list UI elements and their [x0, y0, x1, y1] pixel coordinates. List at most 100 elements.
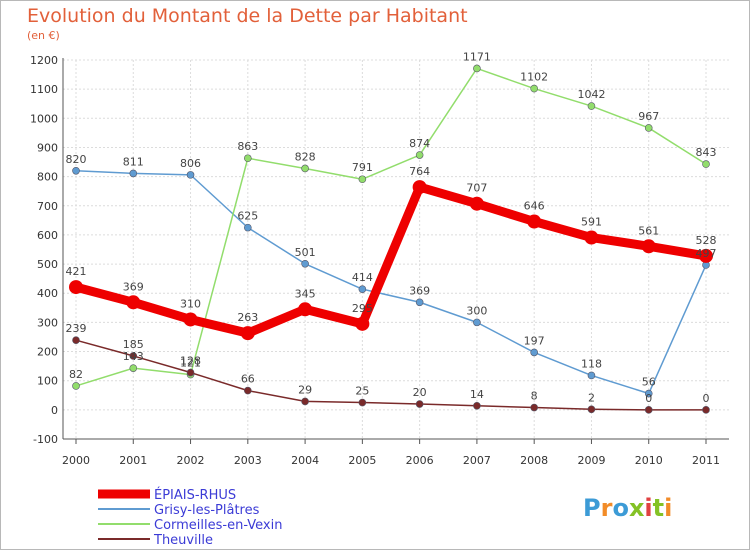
series-point: [183, 312, 198, 327]
series-point: [702, 406, 710, 414]
data-label: 295: [352, 302, 373, 315]
legend-label: Theuville: [153, 533, 213, 548]
series-point: [355, 316, 370, 331]
series-point: [72, 382, 80, 390]
series-point: [527, 214, 542, 229]
axis-layer: -100010020030040050060070080090010001100…: [30, 54, 729, 467]
data-label: 0: [645, 392, 652, 405]
data-label: 764: [409, 165, 430, 178]
data-label: 2: [588, 391, 595, 404]
y-tick-label: 1100: [30, 83, 58, 96]
data-label: 25: [355, 385, 369, 398]
series-point: [415, 298, 424, 307]
series-point: [129, 352, 138, 360]
data-label: 369: [409, 284, 430, 297]
logo-letter: i: [644, 494, 652, 522]
series-point: [126, 295, 141, 310]
series-point: [415, 151, 424, 159]
data-label: 806: [180, 157, 201, 170]
series-point: [644, 406, 653, 414]
series-point: [587, 371, 596, 380]
logo-letter: o: [612, 494, 629, 522]
y-tick-label: 1200: [30, 54, 58, 67]
series-line: [75, 170, 707, 395]
x-tick-label: 2002: [177, 454, 205, 467]
data-label: 646: [524, 200, 545, 213]
series-line: [74, 182, 707, 338]
data-label: 143: [123, 350, 144, 363]
series-point: [129, 169, 138, 178]
logo-letter: P: [583, 494, 601, 522]
logo-letter: t: [653, 494, 664, 522]
data-label: 20: [413, 386, 427, 399]
series-point: [699, 248, 713, 263]
chart-subtitle: (en €): [27, 29, 60, 42]
data-label: 791: [352, 161, 373, 174]
series-line: [75, 67, 707, 387]
series-point: [702, 160, 710, 168]
series-point: [412, 180, 427, 195]
data-label: 1102: [520, 71, 548, 84]
y-tick-label: 900: [37, 141, 58, 154]
series-point: [644, 124, 653, 132]
data-label: 0: [703, 392, 710, 405]
series-layer: [69, 64, 713, 414]
y-tick-label: 800: [37, 171, 58, 184]
legend-label: Grisy-les-Plâtres: [154, 503, 260, 518]
series-point: [641, 239, 656, 254]
data-label: 56: [642, 376, 656, 389]
y-tick-label: 0: [51, 404, 58, 417]
data-label: 707: [466, 182, 487, 195]
series-point: [301, 397, 309, 406]
data-label: 501: [295, 246, 316, 259]
series-1: [72, 166, 710, 398]
chart-title: Evolution du Montant de la Dette par Hab…: [27, 5, 468, 27]
series-point: [240, 326, 255, 341]
x-tick-label: 2000: [62, 454, 90, 467]
series-point: [244, 154, 252, 163]
series-point: [587, 405, 596, 414]
series-2: [72, 64, 710, 390]
series-point: [469, 196, 484, 211]
data-label: 29: [298, 383, 312, 396]
data-label: 8: [531, 390, 538, 403]
series-point: [358, 285, 367, 293]
series-point: [644, 389, 653, 398]
data-label: 591: [581, 216, 602, 229]
series-point: [473, 318, 481, 327]
data-label: 421: [66, 265, 87, 278]
series-point: [584, 230, 599, 245]
series-line: [75, 339, 706, 411]
data-label: 414: [352, 271, 373, 284]
y-tick-label: 400: [37, 287, 58, 300]
series-point: [587, 102, 596, 110]
data-label: 828: [295, 150, 316, 163]
data-label: 263: [237, 311, 258, 324]
data-label: 121: [180, 357, 201, 370]
series-point: [244, 386, 252, 395]
series-point: [530, 403, 538, 412]
y-tick-label: 700: [37, 200, 58, 213]
series-point: [415, 400, 424, 408]
x-tick-label: 2009: [577, 454, 605, 467]
data-label: 967: [638, 110, 659, 123]
series-0: [69, 180, 713, 341]
data-label: 1042: [577, 88, 605, 101]
y-tick-label: 100: [37, 375, 58, 388]
data-label: 369: [123, 280, 144, 293]
data-label-layer: 820 811 8066255014143693001971185649782143…: [66, 50, 717, 404]
data-label: 300: [466, 304, 487, 317]
data-label: 528: [696, 234, 717, 247]
series-point: [301, 164, 309, 173]
series-point: [186, 171, 195, 179]
series-point: [72, 336, 80, 344]
x-tick-label: 2006: [406, 454, 434, 467]
series-point: [298, 302, 313, 317]
logo-letter: r: [601, 494, 613, 522]
series-point: [530, 348, 538, 357]
data-label: 185: [123, 338, 144, 351]
y-tick-label: 300: [37, 316, 58, 329]
data-label: 874: [409, 137, 430, 150]
